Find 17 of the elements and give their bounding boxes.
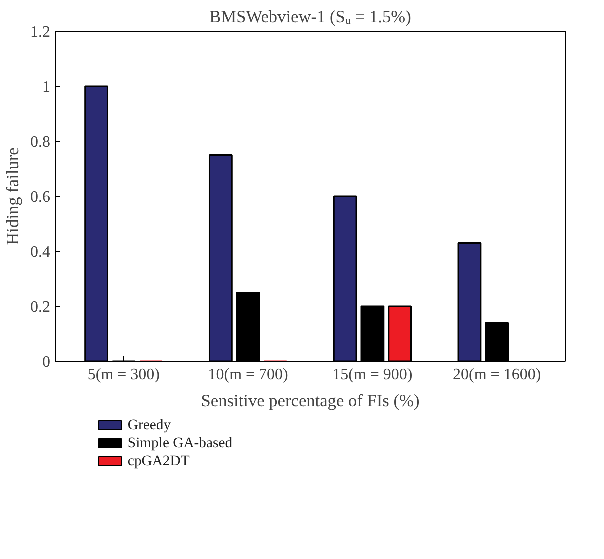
x-tick-label: 5(m = 300) [88,366,160,384]
y-tick-label: 0.2 [30,299,50,316]
x-tick-label: 20(m = 1600) [453,366,542,384]
chart-title: BMSWebview-1 (Sᵤ = 1.5%) [210,8,412,26]
legend-label: Simple GA-based [128,436,234,452]
x-tick-label: 10(m = 700) [208,366,288,384]
y-tick-label: 1 [42,79,50,96]
y-tick-label: 1.2 [30,24,50,41]
y-tick-label: 0.8 [30,134,50,151]
legend-label: cpGA2DT [128,454,190,470]
legend-label: Greedy [128,418,172,434]
x-tick-label: 15(m = 900) [332,366,413,384]
x-axis-title: Sensitive percentage of FIs (%) [201,392,420,410]
y-tick-label: 0.6 [30,189,50,206]
y-tick-label: 0.4 [30,244,50,261]
y-axis-title: Hiding failure [4,147,22,246]
y-tick-label: 0 [42,354,50,371]
